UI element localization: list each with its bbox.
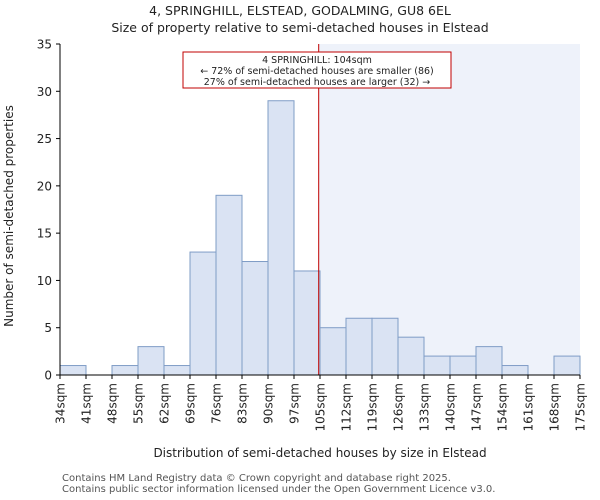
histogram-bar (319, 327, 347, 376)
histogram-bar (449, 355, 477, 376)
x-tick-label: 119sqm (366, 383, 380, 431)
footer-copyright: Contains HM Land Registry data © Crown c… (62, 473, 451, 484)
histogram-bar (111, 365, 139, 376)
histogram-bar (59, 365, 87, 376)
y-tick-label: 15 (37, 227, 52, 241)
histogram-bar (215, 194, 243, 376)
x-tick-label: 154sqm (496, 383, 510, 431)
footer-licence: Contains public sector information licen… (62, 484, 496, 495)
histogram-bar (501, 365, 529, 376)
x-axis-label: Distribution of semi-detached houses by … (153, 446, 486, 460)
histogram-bar (345, 317, 373, 376)
x-tick-label: 140sqm (444, 383, 458, 431)
histogram-bar (163, 365, 191, 376)
histogram-bar (553, 355, 581, 376)
chart-title-line1: 4, SPRINGHILL, ELSTEAD, GODALMING, GU8 6… (149, 3, 451, 18)
x-tick-label: 41sqm (80, 383, 94, 424)
histogram-bar (371, 317, 399, 376)
y-tick-label: 0 (44, 369, 52, 383)
histogram-bar (397, 336, 425, 376)
y-axis-label: Number of semi-detached properties (2, 105, 16, 327)
x-tick-label: 175sqm (574, 383, 588, 431)
y-tick-label: 35 (37, 38, 52, 52)
y-tick-label: 10 (37, 274, 52, 288)
x-tick-label: 97sqm (288, 383, 302, 424)
x-tick-label: 161sqm (522, 383, 536, 431)
annotation-box: 4 SPRINGHILL: 104sqm ← 72% of semi-detac… (182, 51, 452, 89)
y-tick-label: 30 (37, 85, 52, 99)
annotation-line2: ← 72% of semi-detached houses are smalle… (200, 66, 434, 77)
x-tick-label: 126sqm (392, 383, 406, 431)
histogram-bar (267, 100, 295, 376)
x-tick-label: 147sqm (470, 383, 484, 431)
histogram-bar (137, 346, 165, 376)
x-tick-label: 55sqm (132, 383, 146, 424)
annotation-line3: 27% of semi-detached houses are larger (… (204, 77, 431, 88)
x-tick-label: 83sqm (236, 383, 250, 424)
x-tick-label: 62sqm (158, 383, 172, 424)
x-tick-label: 112sqm (340, 383, 354, 431)
y-tick-label: 20 (37, 179, 52, 193)
histogram-bar (293, 270, 321, 376)
x-tick-label: 133sqm (418, 383, 432, 431)
x-tick-label: 69sqm (184, 383, 198, 424)
histogram-bar (475, 346, 503, 376)
chart-title-line2: Size of property relative to semi-detach… (111, 20, 489, 35)
x-tick-label: 34sqm (54, 383, 68, 424)
x-tick-label: 48sqm (106, 383, 120, 424)
y-tick-label: 5 (44, 321, 52, 335)
annotation-line1: 4 SPRINGHILL: 104sqm (262, 55, 372, 66)
histogram-bar (241, 261, 269, 376)
x-tick-label: 168sqm (548, 383, 562, 431)
x-tick-label: 76sqm (210, 383, 224, 424)
y-tick-label: 25 (37, 132, 52, 146)
x-tick-label: 90sqm (262, 383, 276, 424)
histogram-bar (423, 355, 451, 376)
histogram-bar (189, 251, 217, 376)
x-tick-label: 105sqm (314, 383, 328, 431)
